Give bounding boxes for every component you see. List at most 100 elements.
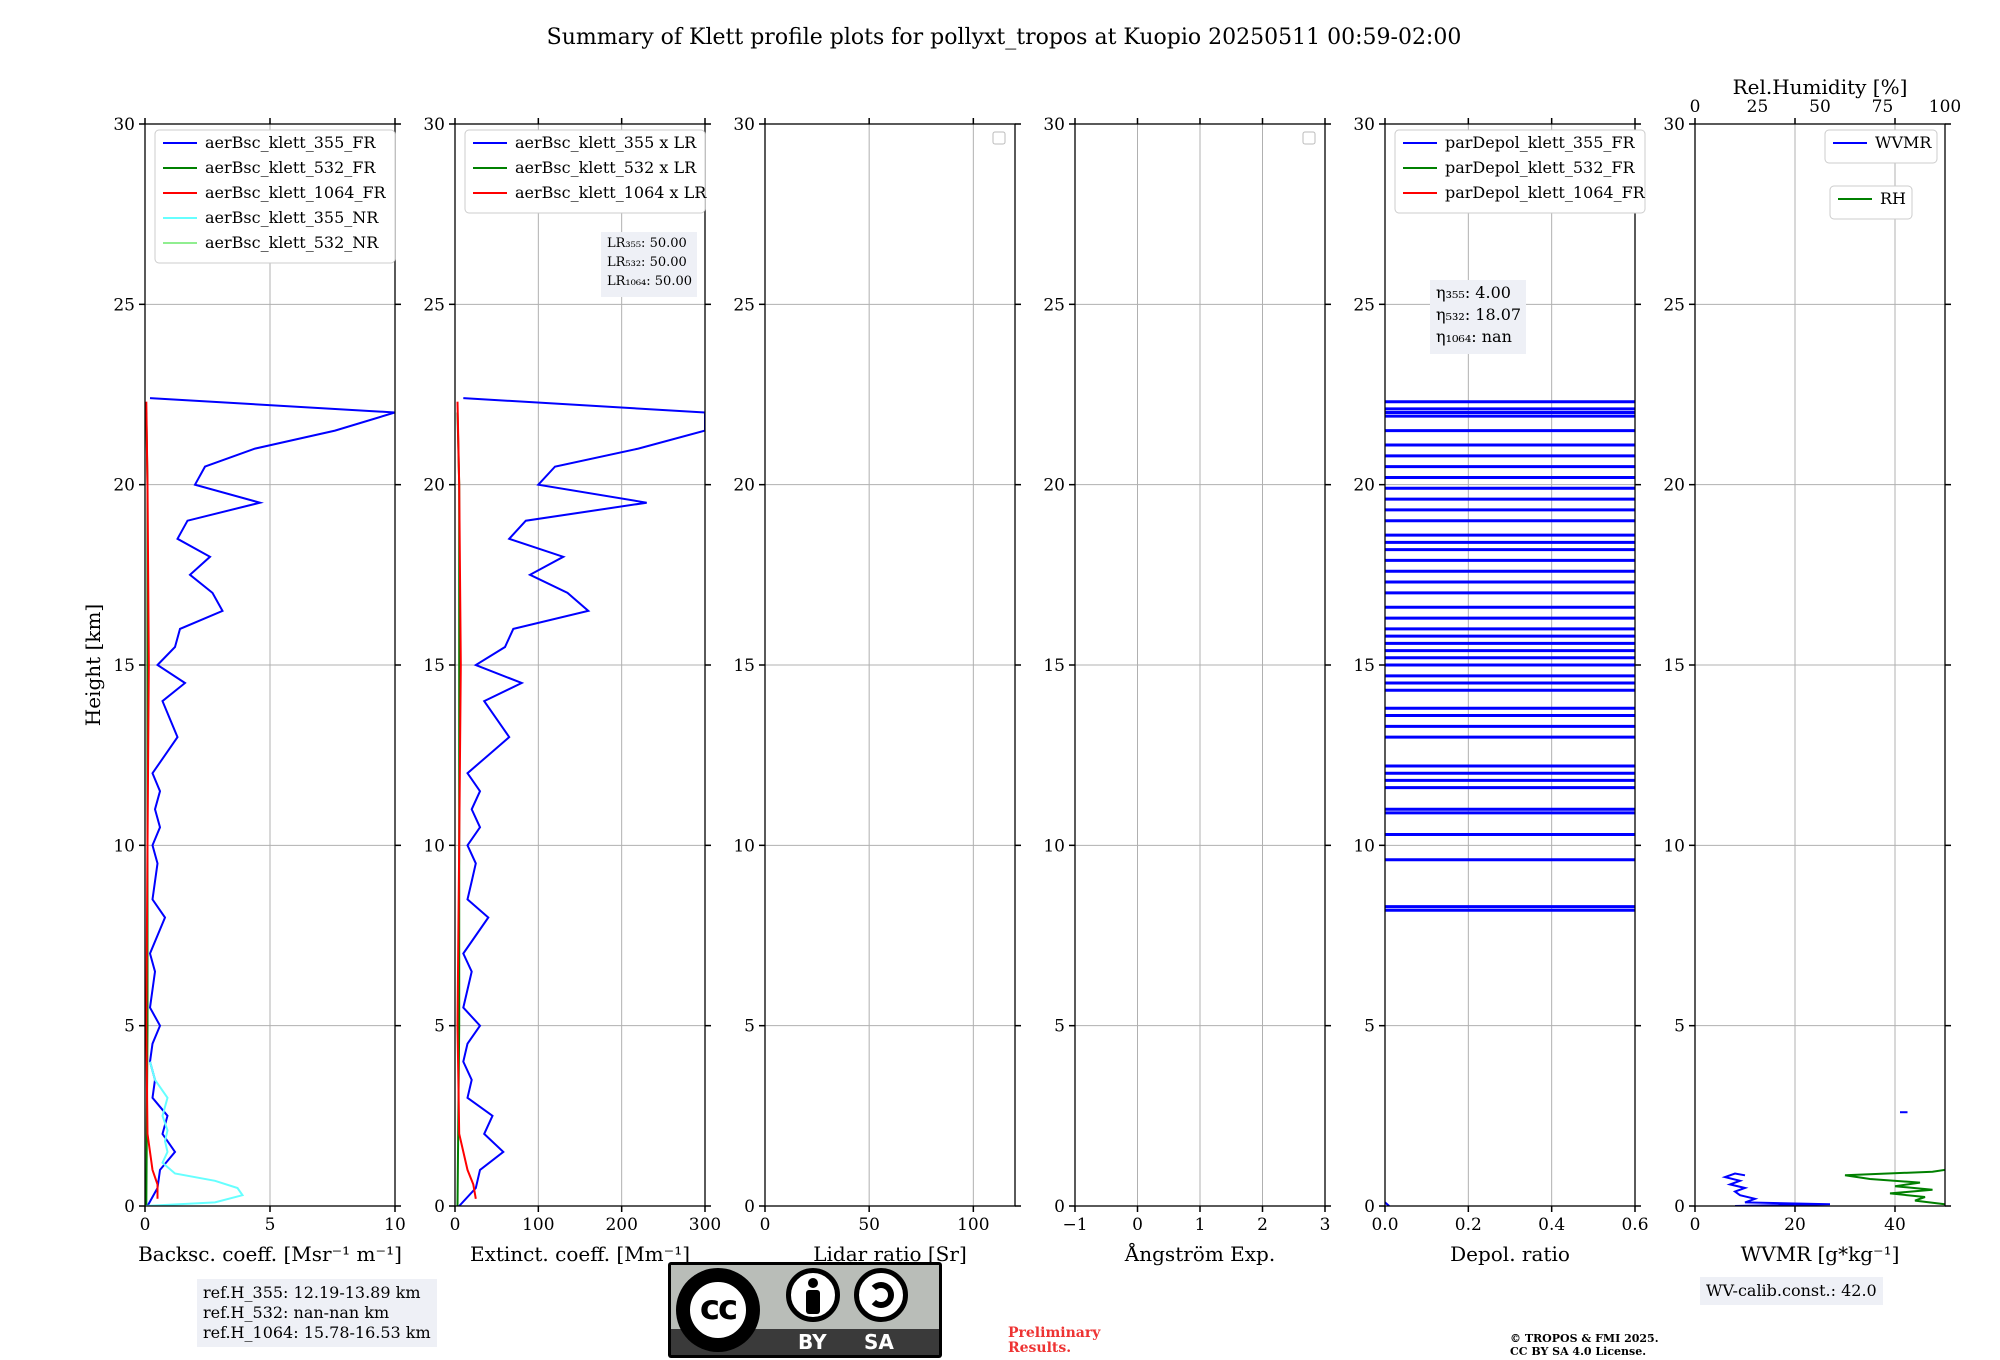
by-person-icon xyxy=(786,1268,840,1322)
y-tick-label: 30 xyxy=(423,115,445,135)
top-tick-label: 75 xyxy=(1872,97,1894,117)
legend2-label: RH xyxy=(1880,189,1906,208)
cc-icon: cc xyxy=(676,1268,760,1352)
x-tick-label: 300 xyxy=(689,1215,721,1235)
series-aerBsc_klett_355 x LR xyxy=(458,397,705,1206)
top-tick-label: 0 xyxy=(1690,97,1701,117)
sa-share-icon xyxy=(854,1268,908,1322)
y-tick-label: 5 xyxy=(744,1017,755,1037)
top-tick-label: 100 xyxy=(1929,97,1961,117)
legend-box xyxy=(464,129,706,214)
top-tick-label: 50 xyxy=(1809,97,1831,117)
y-tick-label: 20 xyxy=(733,476,755,496)
ref-height-355: ref.H_355: 12.19-13.89 km xyxy=(203,1283,421,1302)
y-tick-label: 25 xyxy=(1043,295,1065,315)
y-tick-label: 25 xyxy=(733,295,755,315)
x-tick-label: 40 xyxy=(1884,1215,1906,1235)
y-tick-label: 20 xyxy=(1663,476,1685,496)
legend-label: aerBsc_klett_1064 x LR xyxy=(515,183,707,202)
legend2-box xyxy=(1829,185,1913,220)
legend-label: parDepol_klett_1064_FR xyxy=(1445,183,1646,202)
y-tick-label: 20 xyxy=(1353,476,1375,496)
x-tick-label: 3 xyxy=(1320,1215,1331,1235)
y-tick-label: 0 xyxy=(744,1197,755,1217)
y-tick-label: 25 xyxy=(1353,295,1375,315)
x-axis-label: Ångström Exp. xyxy=(1124,1241,1275,1266)
x-tick-label: 2 xyxy=(1257,1215,1268,1235)
legend-label: WVMR xyxy=(1875,133,1932,152)
y-tick-label: 0 xyxy=(124,1197,135,1217)
x-tick-label: 0.2 xyxy=(1455,1215,1482,1235)
series-aerBsc_klett_1064_FR xyxy=(145,401,159,1199)
wv-calib-box: WV-calib.const.: 42.0 xyxy=(1700,1277,1883,1305)
wv-calib-text: WV-calib.const.: 42.0 xyxy=(1706,1281,1877,1300)
y-axis-label: Height [km] xyxy=(81,604,105,726)
legend-label: aerBsc_klett_532_NR xyxy=(205,233,379,252)
y-tick-label: 25 xyxy=(113,295,135,315)
empty-legend xyxy=(992,131,1006,145)
legend-box xyxy=(154,129,396,264)
y-tick-label: 20 xyxy=(423,476,445,496)
series-aerBsc_klett_355_FR xyxy=(146,397,395,1206)
ref-heights-box: ref.H_355: 12.19-13.89 km ref.H_532: nan… xyxy=(197,1279,437,1347)
y-tick-label: 30 xyxy=(733,115,755,135)
legend-box xyxy=(1394,129,1646,214)
y-tick-label: 10 xyxy=(1663,836,1685,856)
y-tick-label: 30 xyxy=(1663,115,1685,135)
annotation-line: LR₁₀₆₄: 50.00 xyxy=(607,274,692,289)
annotation-line: η₅₃₂: 18.07 xyxy=(1436,305,1521,324)
legend-label: aerBsc_klett_532 x LR xyxy=(515,158,697,177)
x-tick-label: 10 xyxy=(384,1215,406,1235)
legend-label: aerBsc_klett_355_FR xyxy=(205,133,376,152)
x-tick-label: 0 xyxy=(140,1215,151,1235)
cc-by-sa-badge: cc BY SA xyxy=(668,1262,942,1358)
y-tick-label: 5 xyxy=(1674,1017,1685,1037)
y-tick-label: 10 xyxy=(423,836,445,856)
x-tick-label: 100 xyxy=(957,1215,989,1235)
y-tick-label: 30 xyxy=(1353,115,1375,135)
legend-box xyxy=(1824,129,1938,164)
by-label: BY xyxy=(798,1330,827,1354)
y-tick-label: 5 xyxy=(1054,1017,1065,1037)
series-aerBsc_klett_355_NR xyxy=(145,1061,245,1206)
y-tick-label: 25 xyxy=(1663,295,1685,315)
y-tick-label: 5 xyxy=(1364,1017,1375,1037)
ref-height-1064: ref.H_1064: 15.78-16.53 km xyxy=(203,1323,431,1342)
x-axis-label: Depol. ratio xyxy=(1450,1242,1570,1266)
legend-label: aerBsc_klett_355 x LR xyxy=(515,133,697,152)
y-tick-label: 0 xyxy=(434,1197,445,1217)
y-tick-label: 10 xyxy=(1043,836,1065,856)
y-tick-label: 15 xyxy=(423,656,445,676)
x-tick-label: −1 xyxy=(1062,1215,1087,1235)
x-tick-label: 200 xyxy=(605,1215,637,1235)
y-tick-label: 30 xyxy=(113,115,135,135)
y-tick-label: 5 xyxy=(434,1017,445,1037)
y-tick-label: 25 xyxy=(423,295,445,315)
y-tick-label: 20 xyxy=(113,476,135,496)
y-tick-label: 15 xyxy=(113,656,135,676)
annotation-box xyxy=(1430,280,1526,354)
y-tick-label: 15 xyxy=(1663,656,1685,676)
series-group xyxy=(145,397,395,1206)
panel-depol: 0 5 10 15 20 25 30 0.0 0.2 0.4 0.6 Depol. ratio parD… xyxy=(1353,115,1648,1266)
y-tick-label: 10 xyxy=(113,836,135,856)
y-tick-label: 15 xyxy=(1043,656,1065,676)
top-tick-label: 25 xyxy=(1747,97,1769,117)
series-group xyxy=(1721,1111,1945,1206)
x-axis-label: WVMR [g*kg⁻¹] xyxy=(1741,1242,1900,1266)
x-tick-label: 1 xyxy=(1195,1215,1206,1235)
top-axis-label: Rel.Humidity [%] xyxy=(1733,75,1908,99)
x-tick-label: 0 xyxy=(760,1215,771,1235)
x-tick-label: 0 xyxy=(450,1215,461,1235)
x-tick-label: 100 xyxy=(522,1215,554,1235)
x-tick-label: 0.4 xyxy=(1538,1215,1565,1235)
empty-legend xyxy=(1302,131,1316,145)
annotation-line: η₃₅₅: 4.00 xyxy=(1436,283,1511,302)
x-tick-label: 0 xyxy=(1132,1215,1143,1235)
x-tick-label: 20 xyxy=(1784,1215,1806,1235)
y-tick-label: 10 xyxy=(733,836,755,856)
